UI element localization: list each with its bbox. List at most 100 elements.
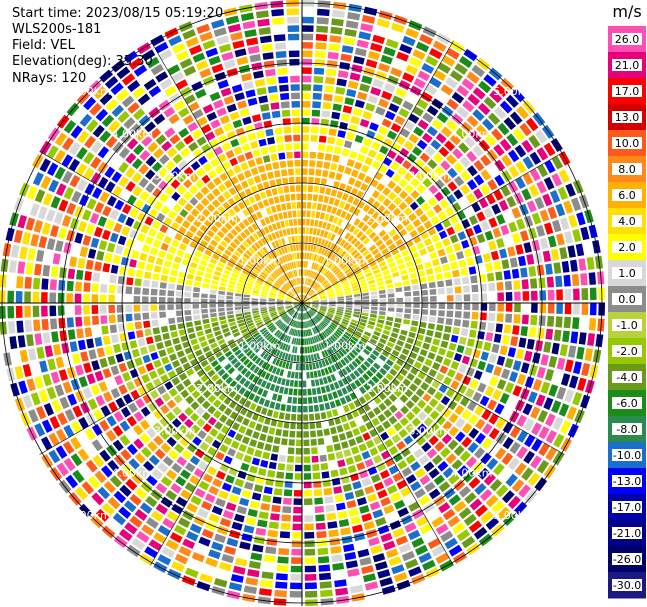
velocity-gate	[412, 314, 420, 321]
velocity-gate	[306, 218, 310, 226]
velocity-gate	[307, 279, 311, 286]
velocity-gate	[377, 319, 385, 324]
velocity-gate	[354, 269, 362, 275]
velocity-gate	[352, 107, 363, 117]
velocity-gate	[573, 288, 580, 301]
velocity-gate	[357, 201, 366, 209]
velocity-gate	[402, 35, 416, 47]
velocity-gate	[380, 265, 389, 272]
velocity-gate	[357, 91, 368, 101]
velocity-gate	[416, 355, 425, 363]
velocity-gate	[460, 268, 468, 276]
velocity-gate	[383, 46, 396, 57]
velocity-gate	[386, 257, 394, 264]
velocity-gate	[361, 312, 369, 317]
velocity-gate	[302, 294, 304, 301]
velocity-gate	[369, 244, 377, 252]
velocity-gate	[528, 327, 537, 338]
velocity-gate	[339, 182, 346, 191]
velocity-gate	[316, 228, 321, 236]
velocity-gate	[543, 397, 554, 410]
velocity-gate	[394, 344, 402, 352]
velocity-gate	[395, 312, 403, 318]
velocity-gate	[446, 98, 459, 111]
velocity-gate	[385, 238, 394, 246]
velocity-gate	[319, 309, 326, 313]
velocity-gate	[430, 296, 437, 302]
velocity-gate	[309, 279, 314, 287]
velocity-gate	[381, 118, 392, 128]
velocity-gate	[540, 354, 549, 366]
velocity-gate	[420, 283, 428, 290]
velocity-gate	[503, 270, 511, 280]
velocity-gate	[522, 156, 534, 170]
velocity-gate	[422, 342, 431, 350]
velocity-gate	[580, 226, 590, 241]
velocity-gate	[343, 203, 351, 211]
velocity-gate	[413, 126, 424, 137]
velocity-gate	[571, 274, 580, 286]
velocity-gate	[330, 26, 343, 35]
velocity-gate	[419, 349, 428, 357]
velocity-gate	[328, 308, 335, 312]
velocity-gate	[564, 231, 574, 244]
velocity-gate	[438, 303, 446, 309]
velocity-gate	[352, 287, 360, 292]
velocity-gate	[543, 142, 556, 157]
velocity-gate	[453, 242, 462, 252]
velocity-gate	[453, 162, 465, 173]
velocity-gate	[322, 170, 329, 178]
velocity-gate	[372, 34, 386, 45]
velocity-gate	[516, 218, 526, 230]
velocity-gate	[329, 35, 342, 43]
velocity-gate	[312, 300, 319, 302]
velocity-gate	[328, 128, 337, 136]
velocity-gate	[372, 235, 380, 243]
velocity-gate	[302, 25, 314, 32]
velocity-gate	[503, 117, 516, 130]
velocity-gate	[467, 179, 478, 191]
velocity-gate	[349, 324, 356, 330]
velocity-gate	[327, 290, 334, 295]
velocity-gate	[532, 352, 541, 364]
velocity-gate	[323, 93, 333, 102]
velocity-gate	[370, 42, 383, 53]
velocity-gate	[306, 278, 310, 285]
velocity-gate	[367, 279, 375, 285]
velocity-gate	[589, 303, 597, 316]
velocity-gate	[315, 169, 322, 177]
velocity-gate	[311, 296, 318, 300]
velocity-gate	[511, 268, 520, 279]
velocity-gate	[444, 140, 456, 152]
velocity-gate	[307, 288, 312, 295]
velocity-gate	[515, 160, 527, 174]
velocity-gate	[357, 275, 365, 281]
colorbar-unit: m/s	[612, 2, 641, 21]
velocity-gate	[325, 187, 332, 196]
velocity-gate	[423, 220, 433, 230]
velocity-gate	[440, 186, 451, 197]
velocity-gate	[317, 238, 323, 245]
velocity-gate	[487, 112, 501, 125]
velocity-gate	[383, 138, 393, 148]
velocity-gate	[333, 283, 341, 289]
velocity-gate	[308, 236, 312, 243]
velocity-gate	[340, 250, 347, 258]
velocity-gate	[351, 64, 363, 73]
velocity-gate	[564, 389, 575, 403]
velocity-gate	[434, 241, 443, 250]
velocity-gate	[493, 106, 507, 120]
velocity-gate	[318, 144, 326, 152]
velocity-gate	[312, 194, 318, 202]
velocity-gate	[463, 294, 471, 302]
velocity-gate	[473, 224, 482, 235]
velocity-gate	[408, 133, 419, 144]
velocity-gate	[551, 155, 564, 170]
velocity-gate	[370, 86, 382, 96]
velocity-gate	[390, 161, 400, 171]
velocity-gate	[309, 270, 313, 277]
velocity-gate	[390, 332, 399, 339]
velocity-gate	[553, 329, 562, 342]
velocity-gate	[312, 303, 319, 305]
velocity-gate	[358, 278, 366, 284]
